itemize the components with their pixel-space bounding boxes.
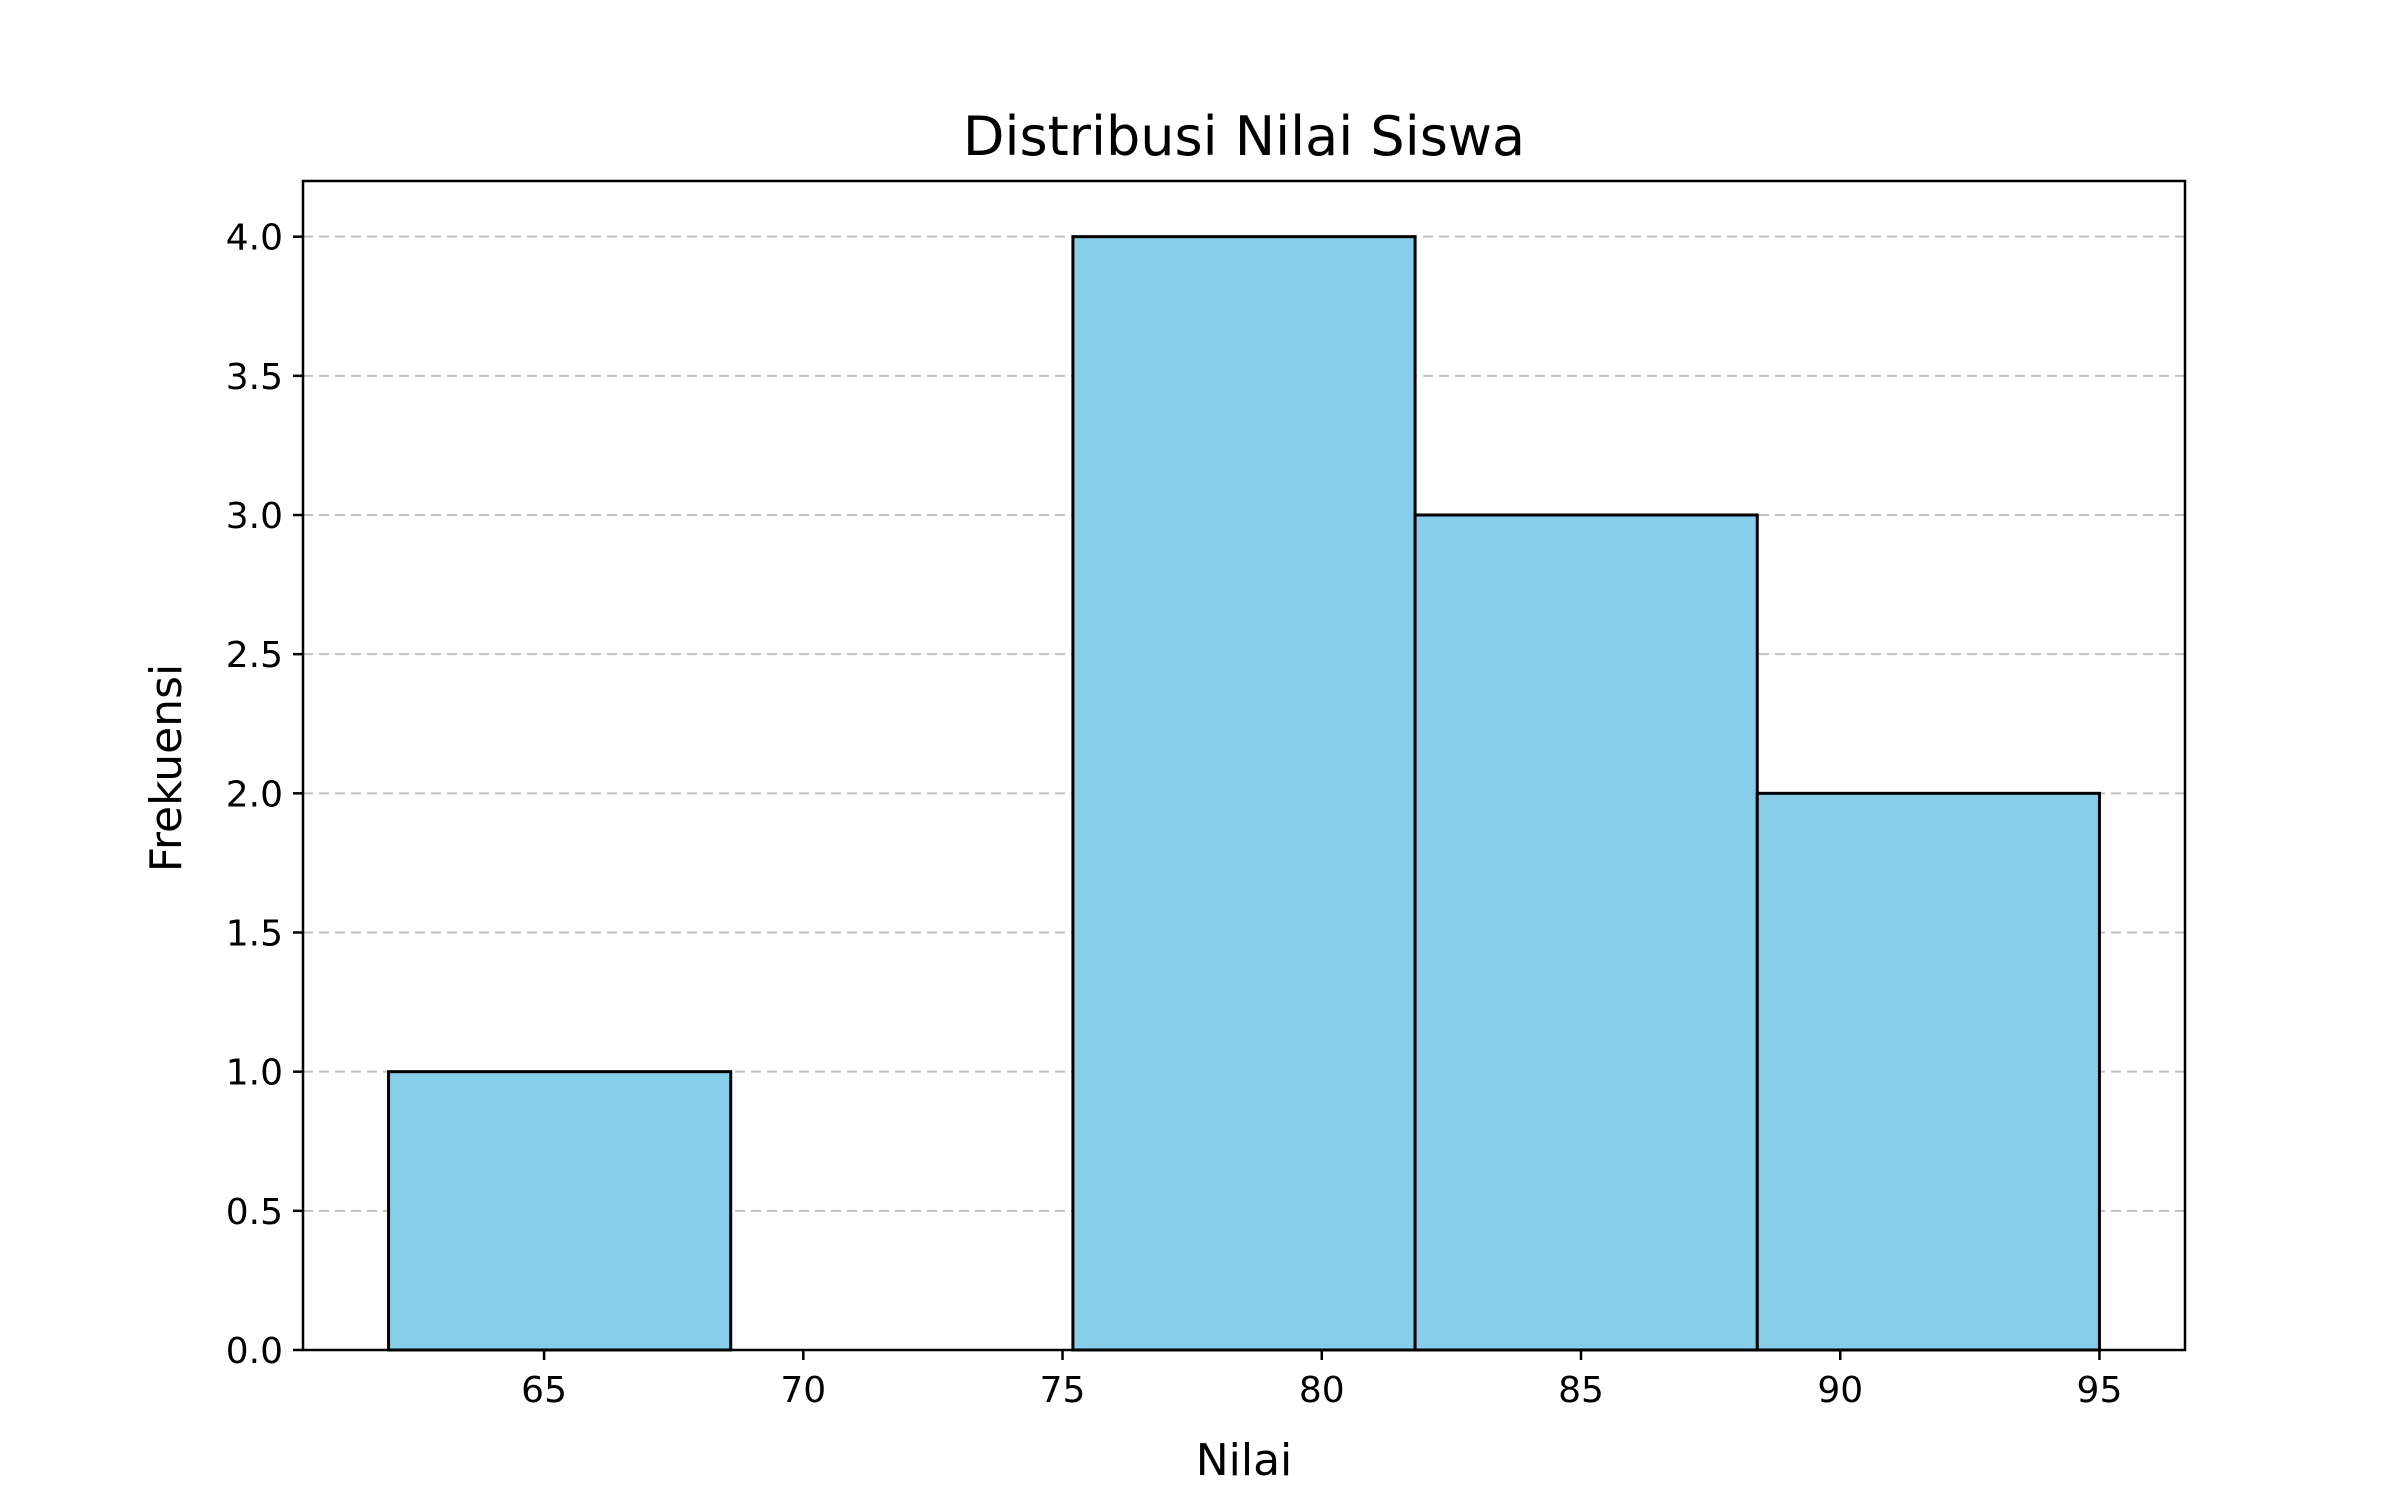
x-tick-label: 80 bbox=[1299, 1370, 1345, 1411]
x-tick-label: 75 bbox=[1040, 1370, 1086, 1411]
y-tick-label: 3.0 bbox=[226, 496, 283, 537]
chart-title: Distribusi Nilai Siswa bbox=[963, 105, 1525, 168]
y-tick-label: 1.0 bbox=[226, 1053, 283, 1094]
plot-frame bbox=[301, 179, 2187, 1352]
y-tick-label: 2.5 bbox=[226, 635, 283, 676]
histogram-bar bbox=[1071, 235, 1417, 1352]
x-axis-label: Nilai bbox=[1196, 1435, 1293, 1486]
y-axis-label: Frekuensi bbox=[141, 664, 192, 872]
bars bbox=[387, 235, 2101, 1352]
y-tick-label: 4.0 bbox=[226, 218, 283, 259]
histogram-bar bbox=[387, 1070, 733, 1352]
x-tick-label: 90 bbox=[1817, 1370, 1863, 1411]
histogram-bar bbox=[1413, 513, 1759, 1352]
x-axis-ticks: 65 70 75 80 85 90 95 bbox=[521, 1350, 2122, 1411]
y-tick-label: 0.5 bbox=[226, 1192, 283, 1233]
x-tick-label: 95 bbox=[2077, 1370, 2123, 1411]
y-tick-label: 3.5 bbox=[226, 357, 283, 398]
y-tick-label: 1.5 bbox=[226, 914, 283, 955]
y-tick-label: 0.0 bbox=[226, 1331, 283, 1372]
x-tick-label: 65 bbox=[521, 1370, 567, 1411]
y-tick-label: 2.0 bbox=[226, 774, 283, 815]
x-tick-label: 85 bbox=[1558, 1370, 1604, 1411]
x-tick-label: 70 bbox=[780, 1370, 826, 1411]
y-axis-ticks: 0.0 0.5 1.0 1.5 2.0 2.5 3.0 3.5 4.0 bbox=[226, 218, 303, 1372]
histogram-bar bbox=[1755, 791, 2101, 1352]
